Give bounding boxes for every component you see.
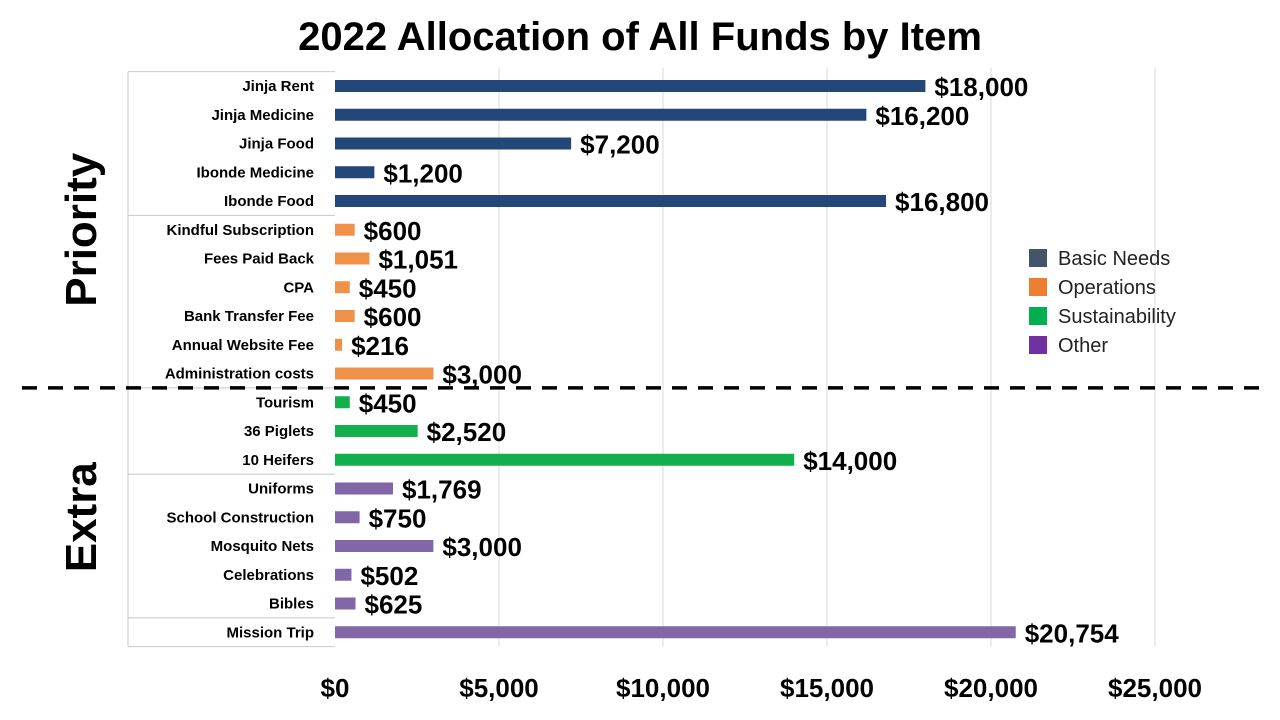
category-label: 36 Piglets [244, 423, 314, 440]
category-label: Jinja Medicine [211, 107, 314, 124]
chart-title: 2022 Allocation of All Funds by Item [298, 15, 982, 59]
bar [335, 252, 370, 265]
category-label: Tourism [256, 394, 314, 411]
category-label: Kindful Subscription [167, 222, 315, 239]
bar [335, 223, 355, 236]
legend-swatch [1029, 249, 1047, 267]
value-label: $450 [359, 273, 417, 303]
value-label: $1,051 [378, 245, 458, 275]
bar [335, 195, 887, 207]
category-label: School Construction [167, 509, 315, 526]
value-label: $216 [351, 331, 409, 361]
x-tick-label: $25,000 [1108, 673, 1202, 703]
category-label: Mission Trip [226, 624, 314, 641]
bar [335, 80, 926, 92]
category-label: Administration costs [165, 366, 314, 383]
value-label: $7,200 [580, 130, 660, 160]
category-labels: Jinja Rent Jinja Medicine Jinja Food Ibonde… [165, 78, 315, 641]
category-label: Fees Paid Back [204, 251, 315, 268]
bar [335, 453, 795, 466]
legend-swatch [1029, 307, 1047, 325]
value-label: $20,754 [1025, 618, 1120, 648]
category-label: Bank Transfer Fee [184, 308, 314, 325]
value-label: $18,000 [934, 72, 1028, 102]
value-label: $502 [360, 561, 418, 591]
group-labels: Priority Extra [22, 152, 1270, 572]
value-label: $600 [364, 302, 422, 332]
value-label: $16,800 [895, 187, 989, 217]
legend: Basic Needs Operations Sustainability Other [1029, 248, 1176, 357]
value-labels: $18,000$16,200$7,200$1,200$16,800$600$1,… [351, 72, 1119, 648]
bar [335, 367, 434, 380]
bar [335, 310, 355, 322]
value-label: $625 [365, 590, 423, 620]
category-label: Jinja Food [239, 136, 314, 153]
value-label: $3,000 [442, 532, 522, 562]
gridlines [498, 67, 1156, 647]
category-label: Jinja Rent [242, 78, 314, 95]
bar [335, 281, 350, 294]
bar [335, 396, 350, 409]
bar [335, 540, 434, 552]
value-label: $1,769 [402, 475, 482, 505]
value-label: $16,200 [875, 101, 969, 131]
category-label: Ibonde Food [224, 193, 314, 210]
bar [335, 338, 343, 351]
category-label: Uniforms [248, 481, 314, 498]
legend-label: Other [1058, 335, 1108, 357]
category-label: Annual Website Fee [172, 337, 314, 354]
x-tick-label: $10,000 [616, 673, 710, 703]
category-label: Celebrations [223, 567, 314, 584]
bar [335, 166, 375, 179]
legend-swatch [1029, 278, 1047, 296]
group-label: Extra [57, 462, 106, 573]
bar [335, 568, 352, 581]
category-label: Mosquito Nets [211, 538, 314, 555]
legend-swatch [1029, 336, 1047, 354]
x-tick-label: $0 [321, 673, 350, 703]
bars [335, 80, 1016, 639]
value-label: $14,000 [803, 446, 897, 476]
value-label: $600 [364, 216, 422, 246]
x-tick-label: $20,000 [944, 673, 1038, 703]
legend-label: Basic Needs [1058, 248, 1170, 270]
bar [335, 482, 394, 495]
legend-label: Sustainability [1058, 306, 1176, 328]
category-label: CPA [283, 279, 314, 296]
category-label: 10 Heifers [242, 452, 314, 469]
bar [335, 597, 356, 610]
value-label: $750 [369, 503, 427, 533]
bar [335, 108, 867, 121]
x-tick-label: $5,000 [459, 673, 539, 703]
value-label: $1,200 [383, 158, 463, 188]
value-label: $2,520 [427, 417, 507, 447]
category-table-borders [127, 71, 335, 648]
bar [335, 626, 1016, 639]
value-label: $3,000 [442, 360, 522, 390]
value-label: $450 [359, 388, 417, 418]
x-tick-label: $15,000 [780, 673, 874, 703]
bar [335, 511, 360, 524]
bar [335, 425, 418, 437]
category-label: Bibles [269, 596, 314, 613]
legend-label: Operations [1058, 277, 1156, 299]
group-label: Priority [57, 152, 106, 307]
bar [335, 137, 572, 150]
x-axis-ticks: $0 $5,000 $10,000 $15,000 $20,000 $25,000 [321, 673, 1202, 703]
category-label: Ibonde Medicine [196, 164, 314, 181]
